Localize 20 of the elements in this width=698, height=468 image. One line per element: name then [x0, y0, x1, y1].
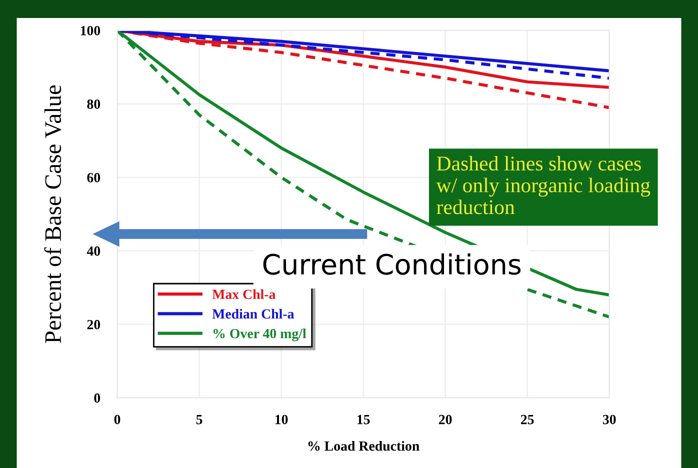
x-tick-label: 25: [520, 414, 534, 424]
legend-label: Max Chl-a: [212, 289, 276, 300]
legend-label: Median Chl-a: [212, 308, 294, 319]
x-tick-label: 15: [357, 414, 370, 424]
y-tick-label: 40: [86, 246, 100, 256]
x-axis-title: % Load Reduction: [308, 440, 420, 451]
y-tick-label: 100: [80, 26, 100, 36]
x-tick-label: 30: [602, 414, 616, 424]
x-tick-label: 0: [114, 414, 120, 424]
annotation: Dashed lines show cases w/ only inorganic loading reduction: [436, 156, 650, 214]
y-tick-label: 0: [94, 393, 100, 403]
y-axis-title: Percent of Base Case Value: [44, 85, 62, 344]
y-tick-label: 20: [87, 320, 100, 330]
x-tick-label: 10: [275, 414, 288, 424]
y-tick-label: 80: [87, 99, 100, 109]
x-tick-label: 20: [438, 414, 452, 424]
x-tick-label: 5: [196, 415, 202, 424]
legend-label: % Over 40 mg/l: [213, 328, 306, 342]
y-tick-label: 60: [87, 172, 100, 182]
annotation: Current Conditions: [263, 253, 521, 275]
